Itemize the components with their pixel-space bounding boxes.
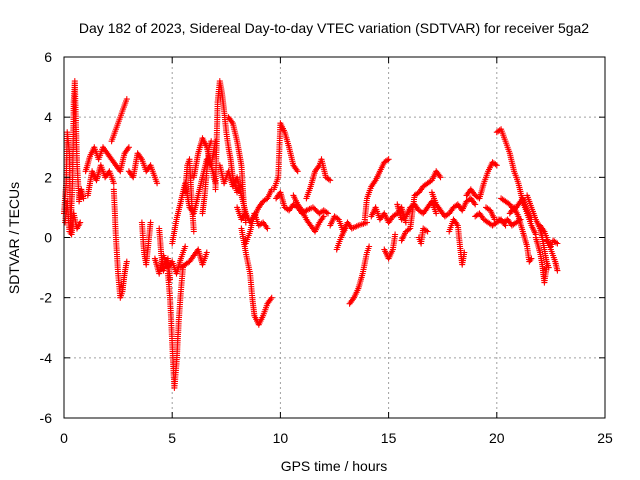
data-point-markers: [190, 135, 219, 181]
x-axis-tick-labels: 0 5 10 15 20 25: [60, 430, 613, 446]
y-tick-label: 4: [44, 109, 52, 125]
data-point-markers: [212, 78, 241, 196]
y-tick-label: 6: [44, 49, 52, 65]
series-track: [303, 156, 334, 202]
data-point-markers: [182, 156, 197, 235]
series-track: [428, 189, 479, 220]
data-point-markers: [346, 243, 373, 307]
x-tick-label: 0: [60, 430, 68, 446]
data-point-markers: [543, 237, 561, 250]
y-tick-label: 0: [44, 230, 52, 246]
data-point-markers: [532, 234, 550, 286]
x-tick-label: 5: [168, 430, 176, 446]
data-point-markers: [138, 219, 154, 268]
chart-title: Day 182 of 2023, Sidereal Day-to-day VTE…: [79, 20, 589, 36]
series-track: [361, 156, 392, 223]
y-axis-tick-labels: -6 -4 -2 0 2 4 6: [40, 49, 53, 426]
series-track: [463, 159, 500, 202]
data-point-markers: [446, 216, 468, 268]
series-track: [84, 162, 117, 199]
series-track: [543, 237, 561, 250]
series-track: [62, 198, 84, 238]
x-tick-label: 15: [381, 430, 397, 446]
series-track: [110, 186, 130, 301]
data-point-markers: [381, 231, 399, 262]
data-point-markers: [428, 189, 479, 220]
data-point-markers: [84, 162, 117, 199]
series-track: [212, 78, 241, 196]
series-track: [333, 225, 349, 253]
y-tick-label: -6: [40, 410, 53, 426]
data-point-markers: [398, 168, 444, 244]
series-track: [346, 243, 373, 307]
series-track: [398, 168, 444, 244]
series-track: [156, 225, 173, 283]
y-axis-label: SDTVAR / TECUs: [6, 182, 22, 294]
series-track: [290, 192, 327, 235]
y-tick-label: -2: [40, 290, 53, 306]
series-track: [164, 264, 186, 391]
data-point-markers: [361, 156, 392, 223]
series-track: [82, 144, 132, 175]
series-track: [270, 120, 301, 193]
data-point-markers: [270, 120, 301, 193]
series-track: [415, 225, 431, 247]
series-track: [242, 210, 271, 247]
data-point-markers: [463, 159, 500, 202]
data-point-markers: [156, 225, 173, 283]
series-track: [381, 231, 399, 262]
series-track: [238, 225, 275, 328]
data-point-markers: [333, 225, 349, 253]
data-point-markers: [62, 198, 84, 238]
data-point-markers: [108, 96, 130, 145]
data-point-markers: [368, 204, 409, 226]
data-point-markers: [506, 204, 535, 265]
data-series: [61, 78, 561, 391]
data-point-markers: [177, 246, 210, 271]
axis-ticks: [63, 56, 606, 419]
data-point-markers: [242, 210, 271, 247]
y-tick-label: 2: [44, 169, 52, 185]
data-point-markers: [125, 150, 161, 187]
data-point-markers: [110, 186, 130, 301]
data-point-markers: [164, 264, 186, 391]
series-track: [177, 246, 210, 271]
y-tick-label: -4: [40, 350, 53, 366]
data-point-markers: [82, 144, 132, 175]
data-point-markers: [238, 225, 275, 328]
data-point-markers: [303, 156, 334, 202]
series-track: [108, 96, 130, 145]
x-tick-label: 10: [273, 430, 289, 446]
series-track: [182, 156, 197, 235]
x-tick-label: 20: [489, 430, 505, 446]
series-track: [446, 216, 468, 268]
x-tick-label: 25: [597, 430, 613, 446]
series-track: [125, 150, 161, 187]
data-point-markers: [415, 225, 431, 247]
series-track: [138, 219, 154, 268]
series-track: [532, 234, 550, 286]
data-point-markers: [327, 213, 370, 235]
series-track: [483, 204, 524, 229]
series-track: [506, 204, 535, 265]
data-point-markers: [290, 192, 327, 235]
x-axis-label: GPS time / hours: [281, 458, 388, 474]
data-point-markers: [483, 204, 524, 229]
series-track: [368, 204, 409, 226]
series-track: [327, 213, 370, 235]
grid-lines: [64, 57, 605, 418]
series-track: [190, 135, 219, 181]
series-sdtvar: [61, 78, 561, 391]
